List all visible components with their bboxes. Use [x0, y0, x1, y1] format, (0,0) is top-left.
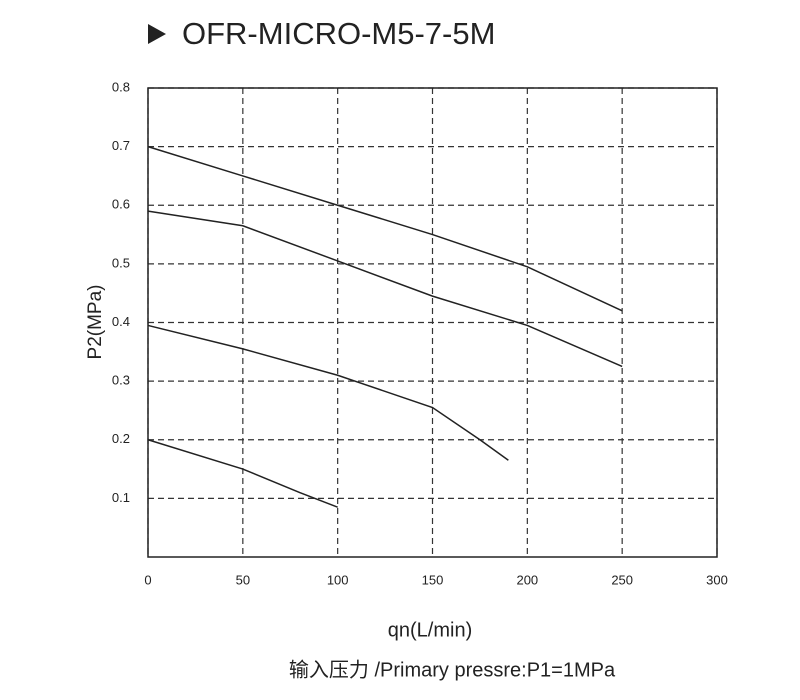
series-line: [147, 439, 338, 508]
y-tick-label: 0.8: [112, 79, 130, 94]
x-tick-label: 150: [422, 572, 444, 587]
x-axis-label: qn(L/min): [388, 619, 472, 641]
y-tick-label: 0.6: [112, 197, 130, 212]
chart-title: OFR-MICRO-M5-7-5M: [182, 16, 495, 51]
title-marker: [148, 24, 166, 44]
y-tick-label: 0.2: [112, 431, 130, 446]
y-tick-label: 0.4: [112, 314, 130, 329]
y-tick-label: 0.5: [112, 255, 130, 270]
x-tick-label: 200: [516, 572, 538, 587]
x-tick-label: 100: [327, 572, 349, 587]
x-tick-label: 300: [706, 572, 728, 587]
subtitle: 输入压力 /Primary pressre:P1=1MPa: [289, 658, 616, 681]
x-tick-label: 0: [144, 572, 151, 587]
series-line: [147, 324, 509, 461]
series-line: [147, 210, 623, 368]
y-tick-label: 0.1: [112, 490, 130, 505]
x-tick-label: 50: [236, 572, 250, 587]
y-axis-label: P2(MPa): [85, 285, 106, 360]
plot-border: [147, 87, 718, 558]
series-line: [147, 145, 623, 312]
y-tick-label: 0.7: [112, 138, 130, 153]
x-tick-label: 250: [611, 572, 633, 587]
y-tick-label: 0.3: [112, 373, 130, 388]
